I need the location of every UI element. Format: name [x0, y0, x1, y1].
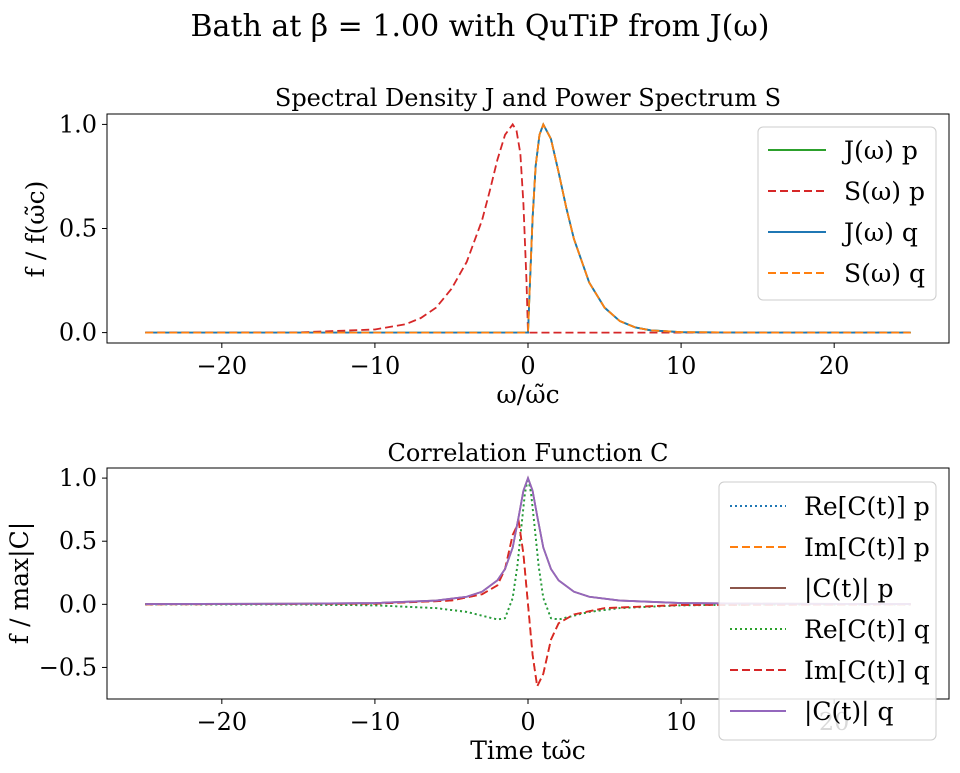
correlation-xtick-label: −10 — [350, 708, 401, 736]
correlation-legend-label: Re[C(t)] q — [804, 615, 930, 644]
spectral-y-ticks: 0.0 0.5 1.0 — [59, 110, 107, 347]
figure-suptitle: Bath at β = 1.00 with QuTiP from J(ω) — [190, 9, 769, 44]
correlation-ytick-label: 0.5 — [59, 527, 97, 555]
spectral-ytick-label: 0.0 — [59, 319, 97, 347]
spectral-legend-label: J(ω) p — [841, 136, 918, 165]
correlation-legend-label: |C(t)| p — [804, 574, 893, 604]
correlation-plot-area — [145, 475, 911, 690]
correlation-legend-label: |C(t)| q — [804, 697, 893, 727]
correlation-legend-label: Im[C(t)] q — [804, 656, 930, 685]
spectral-legend-box — [757, 126, 937, 301]
spectral-ytick-label: 1.0 — [59, 110, 97, 138]
correlation-ytick-label: 1.0 — [59, 464, 97, 492]
spectral-xtick-label: −10 — [350, 352, 401, 380]
spectral-series-s-p — [145, 122, 911, 334]
spectral-plot-area — [145, 122, 911, 334]
correlation-ytick-label: −0.5 — [39, 653, 97, 681]
spectral-xtick-label: 20 — [819, 352, 850, 380]
spectral-legend-label: J(ω) q — [841, 218, 918, 247]
spectral-xtick-label: 10 — [666, 352, 697, 380]
spectral-xtick-label: 0 — [520, 352, 535, 380]
spectral-xlabel: ω/ω̃c — [496, 380, 559, 409]
correlation-ylabel: f / max|C| — [5, 522, 35, 644]
spectral-series-s-q — [145, 122, 911, 334]
correlation-series-c-t-q — [145, 475, 911, 605]
spectral-title: Spectral Density J and Power Spectrum S — [275, 84, 781, 112]
spectral-legend: J(ω) p S(ω) p J(ω) q S(ω) q — [757, 126, 937, 301]
correlation-ytick-label: 0.0 — [59, 590, 97, 618]
correlation-xlabel: Time tω̃c — [470, 736, 586, 765]
spectral-legend-label: S(ω) q — [844, 259, 925, 288]
spectral-legend-label: S(ω) p — [844, 177, 925, 206]
correlation-legend: Re[C(t)] p Im[C(t)] p |C(t)| p Re[C(t)] q Im… — [718, 481, 937, 741]
spectral-xtick-label: −20 — [196, 352, 247, 380]
correlation-legend-label: Re[C(t)] p — [804, 492, 930, 521]
correlation-xtick-label: 10 — [666, 708, 697, 736]
spectral-x-ticks: −20 −10 0 10 20 — [196, 343, 849, 380]
spectral-ylabel: f / f(ω̃c) — [21, 181, 50, 278]
spectral-panel: Spectral Density J and Power Spectrum S … — [21, 84, 950, 409]
correlation-xtick-label: 0 — [520, 708, 535, 736]
spectral-ytick-label: 0.5 — [59, 215, 97, 243]
correlation-title: Correlation Function C — [387, 439, 668, 467]
correlation-y-ticks: −0.5 0.0 0.5 1.0 — [39, 464, 107, 681]
correlation-legend-label: Im[C(t)] p — [804, 533, 930, 562]
correlation-series-im-c-t-q — [145, 519, 911, 690]
correlation-xtick-label: −20 — [196, 708, 247, 736]
